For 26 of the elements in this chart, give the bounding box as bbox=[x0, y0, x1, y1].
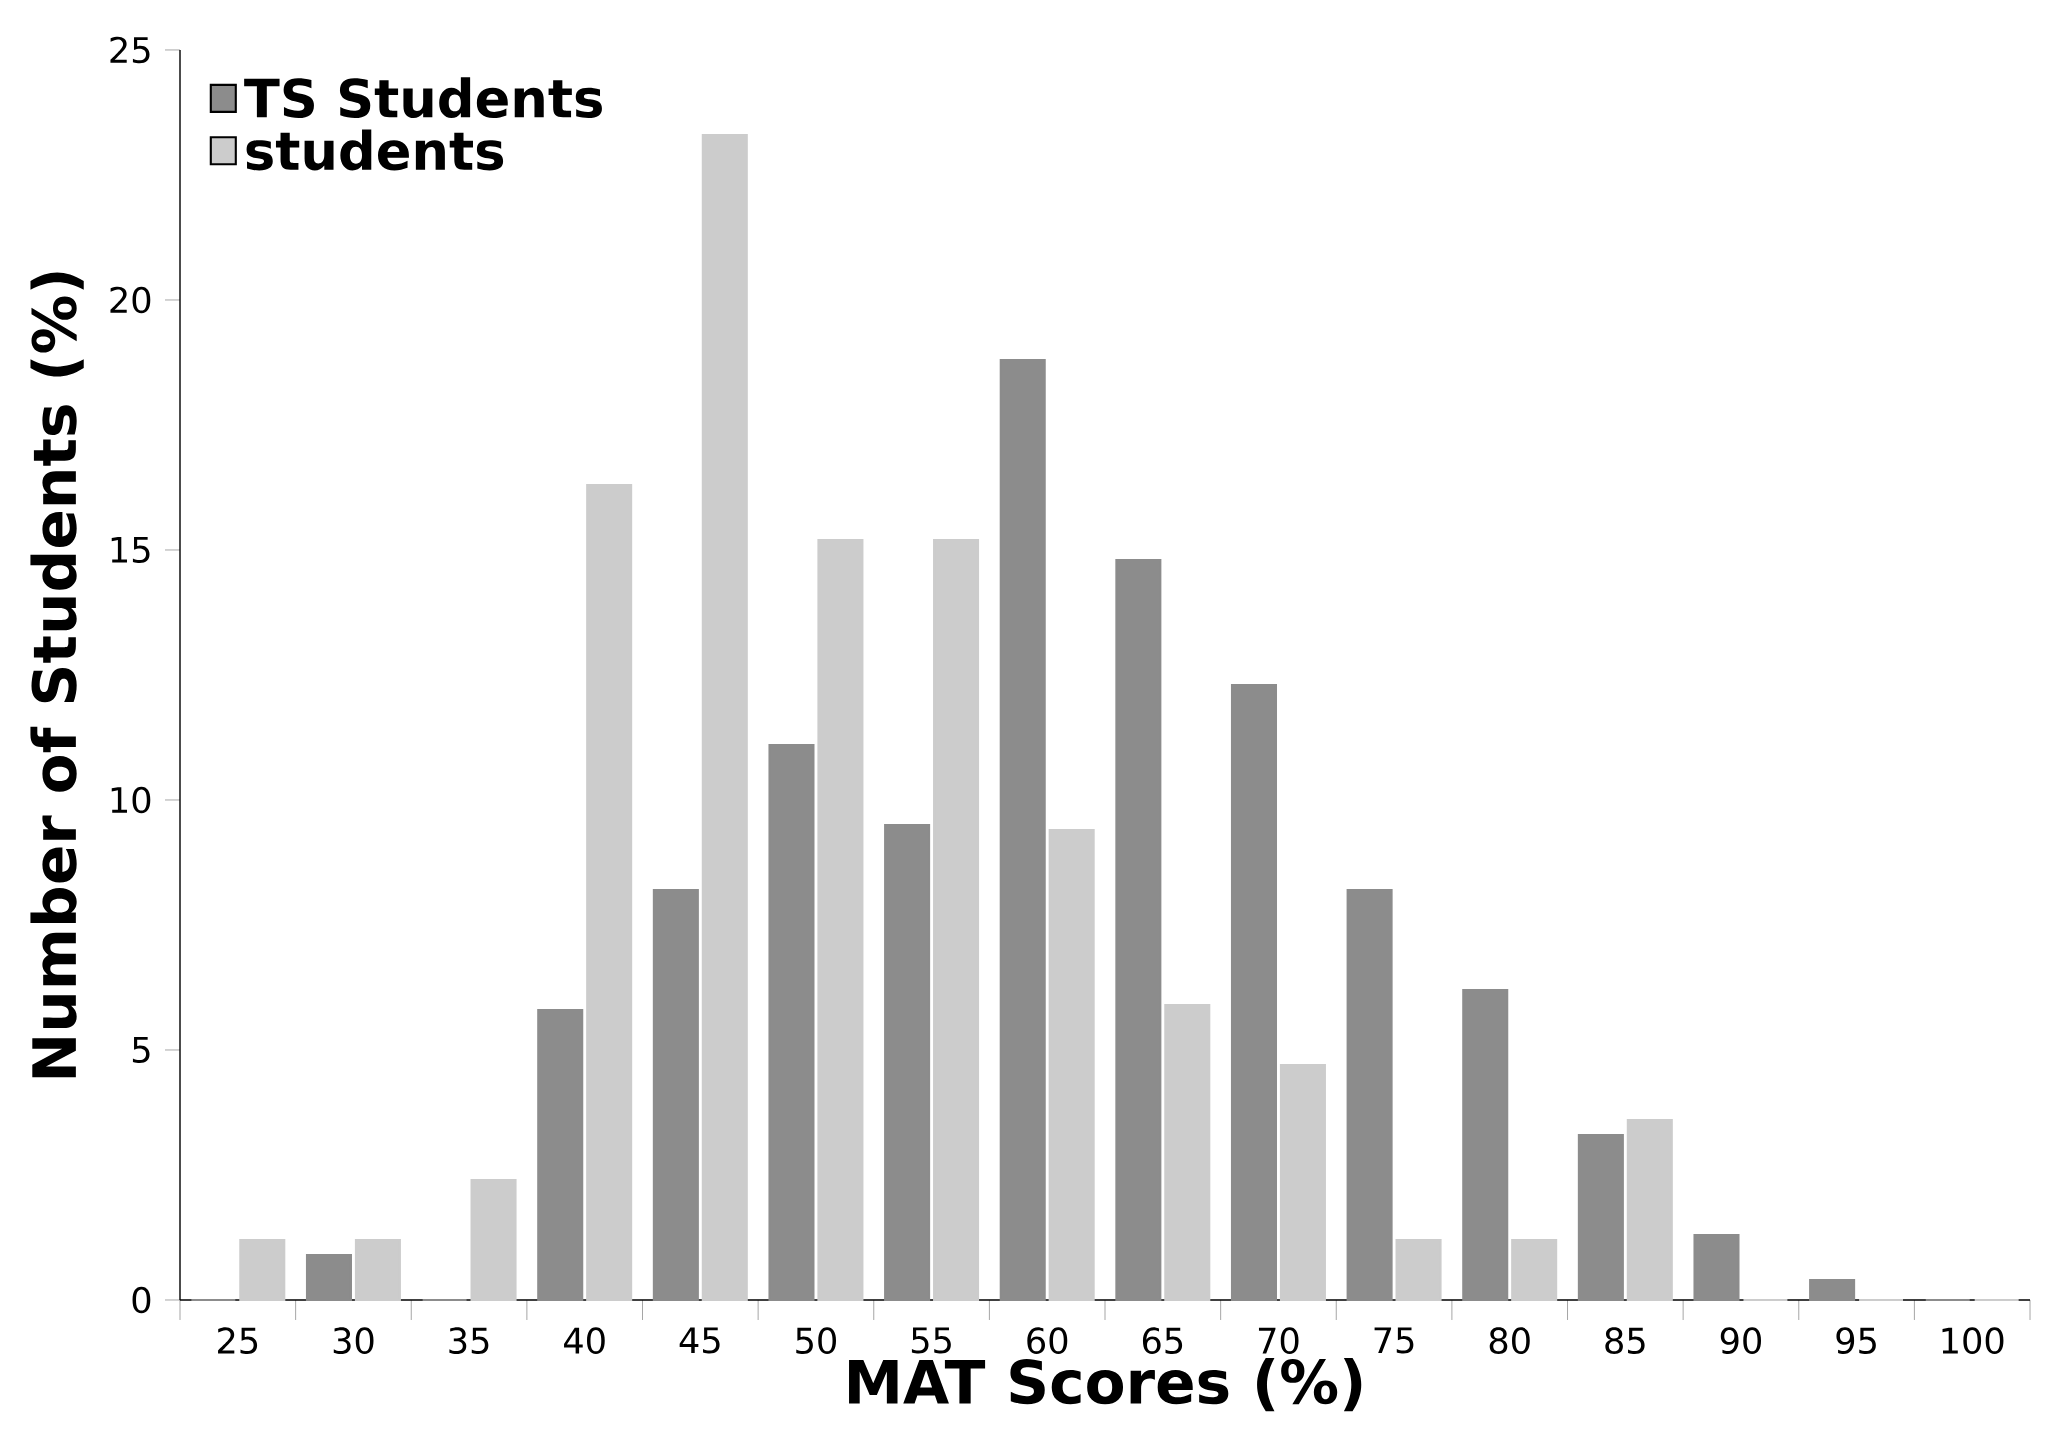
y-tick-label: 15 bbox=[111, 536, 150, 564]
y-axis-title: Number of Students (%) bbox=[30, 272, 84, 1078]
y-tick-label: 0 bbox=[132, 1286, 151, 1314]
x-tick-label: 90 bbox=[1720, 1327, 1762, 1354]
x-tick-label: 40 bbox=[564, 1327, 605, 1354]
x-tick-label: 100 bbox=[1942, 1327, 2004, 1354]
x-tick-label: 35 bbox=[449, 1327, 489, 1354]
y-tick-label: 20 bbox=[110, 286, 151, 314]
y-tick-label: 5 bbox=[132, 1036, 150, 1064]
legend-label: TS Students bbox=[244, 77, 602, 119]
x-axis-title: MAT Scores (%) bbox=[849, 1358, 1362, 1412]
x-tick-label: 55 bbox=[911, 1327, 951, 1354]
x-tick-label: 95 bbox=[1836, 1327, 1876, 1354]
x-tick-label: 65 bbox=[1142, 1327, 1183, 1354]
y-tick-label: 25 bbox=[110, 36, 150, 64]
x-tick-label: 50 bbox=[796, 1327, 836, 1354]
x-tick-label: 60 bbox=[1027, 1327, 1068, 1354]
x-tick-label: 30 bbox=[333, 1327, 374, 1354]
legend-label: students bbox=[246, 129, 504, 171]
x-tick-label: 80 bbox=[1489, 1327, 1530, 1354]
x-tick-label: 45 bbox=[679, 1327, 720, 1354]
x-tick-label: 75 bbox=[1374, 1327, 1414, 1354]
x-tick-label: 25 bbox=[218, 1327, 258, 1354]
x-tick-label: 70 bbox=[1258, 1327, 1299, 1354]
y-tick-label: 10 bbox=[111, 786, 151, 814]
x-tick-label: 85 bbox=[1605, 1327, 1645, 1354]
